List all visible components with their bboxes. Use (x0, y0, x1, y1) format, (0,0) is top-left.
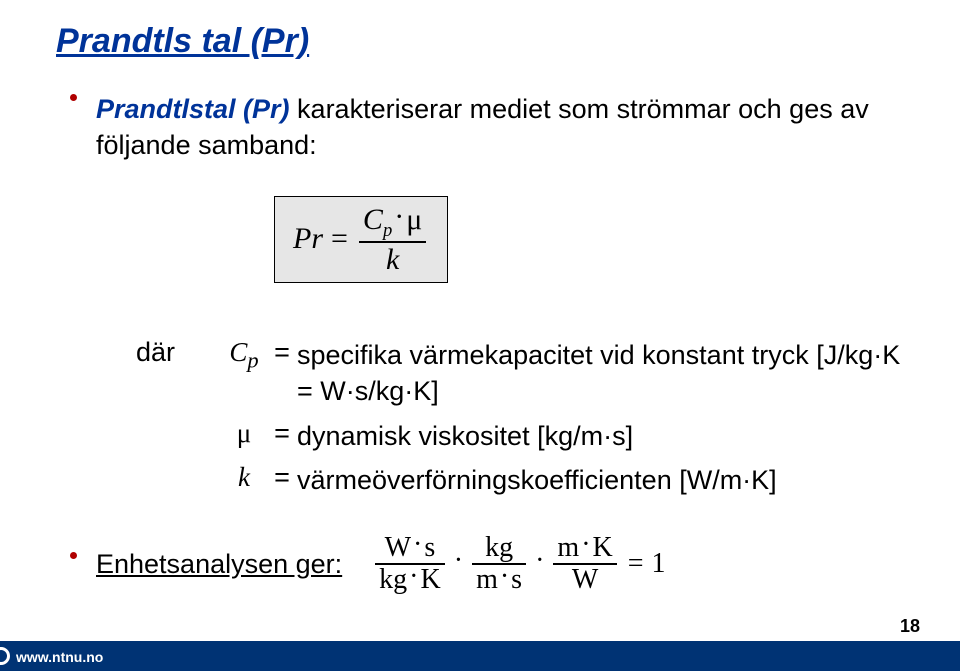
formula-num-sub: p (383, 220, 392, 241)
formula-denominator: k (382, 243, 403, 276)
def-row: k = värmeöverförningskoefficienten [W/m·… (136, 462, 904, 498)
unit-eq-sign: = (628, 548, 644, 580)
dot-icon: · (535, 545, 544, 577)
dot-icon: · (394, 200, 404, 233)
bullet-dot-icon (70, 552, 77, 559)
footer-url: www.ntnu.no (16, 649, 103, 665)
bullet-dot-icon (70, 94, 77, 101)
footer-bar: www.ntnu.no (0, 641, 960, 671)
unit-analysis-row: Enhetsanalysen ger: W·s kg·K · kg m·s · … (56, 533, 904, 596)
unit-bullet: Enhetsanalysen ger: (56, 549, 342, 580)
formula-lhs: Pr (293, 222, 323, 256)
formula-numerator: Cp·μ (359, 203, 426, 241)
bullet-1-emph: Prandtlstal (Pr) (96, 94, 290, 124)
def-sym: Cp (221, 337, 267, 373)
def-text: värmeöverförningskoefficienten [W/m·K] (297, 462, 904, 498)
unit-frac-1: W·s kg·K (375, 533, 445, 596)
slide-title: Prandtls tal (Pr) (56, 22, 904, 61)
def-text: specifika värmekapacitet vid konstant tr… (297, 337, 904, 410)
unit-frac-2: kg m·s (472, 533, 526, 596)
definitions: där Cp = specifika värmekapacitet vid ko… (136, 337, 904, 499)
unit-formula: W·s kg·K · kg m·s · m·K W = 1 (372, 533, 665, 596)
bullet-1-text: Prandtlstal (Pr) karakteriserar mediet s… (96, 91, 904, 164)
unit-frac-3: m·K W (553, 533, 616, 596)
def-text: dynamisk viskositet [kg/m·s] (297, 418, 904, 454)
def-eq: = (267, 337, 297, 368)
def-sym: μ (221, 418, 267, 449)
slide-root: Prandtls tal (Pr) Prandtlstal (Pr) karak… (0, 0, 960, 671)
formula-eq: = (331, 222, 348, 256)
formula-box: Pr = Cp·μ k (274, 196, 448, 283)
def-where-label: där (136, 337, 221, 368)
formula-num-C: C (363, 203, 383, 236)
def-eq: = (267, 418, 297, 449)
bullet-1: Prandtlstal (Pr) karakteriserar mediet s… (56, 91, 904, 164)
def-row: där Cp = specifika värmekapacitet vid ko… (136, 337, 904, 410)
formula: Pr = Cp·μ k (293, 203, 429, 276)
def-eq: = (267, 462, 297, 493)
formula-fraction: Cp·μ k (359, 203, 426, 276)
page-number: 18 (900, 616, 920, 637)
def-sym: k (221, 462, 267, 493)
ntnu-logo-icon (0, 647, 10, 665)
unit-eq-rhs: 1 (652, 548, 666, 580)
def-row: μ = dynamisk viskositet [kg/m·s] (136, 418, 904, 454)
unit-analysis-label: Enhetsanalysen ger: (96, 549, 342, 579)
dot-icon: · (454, 545, 463, 577)
formula-num-mu: μ (406, 203, 422, 236)
